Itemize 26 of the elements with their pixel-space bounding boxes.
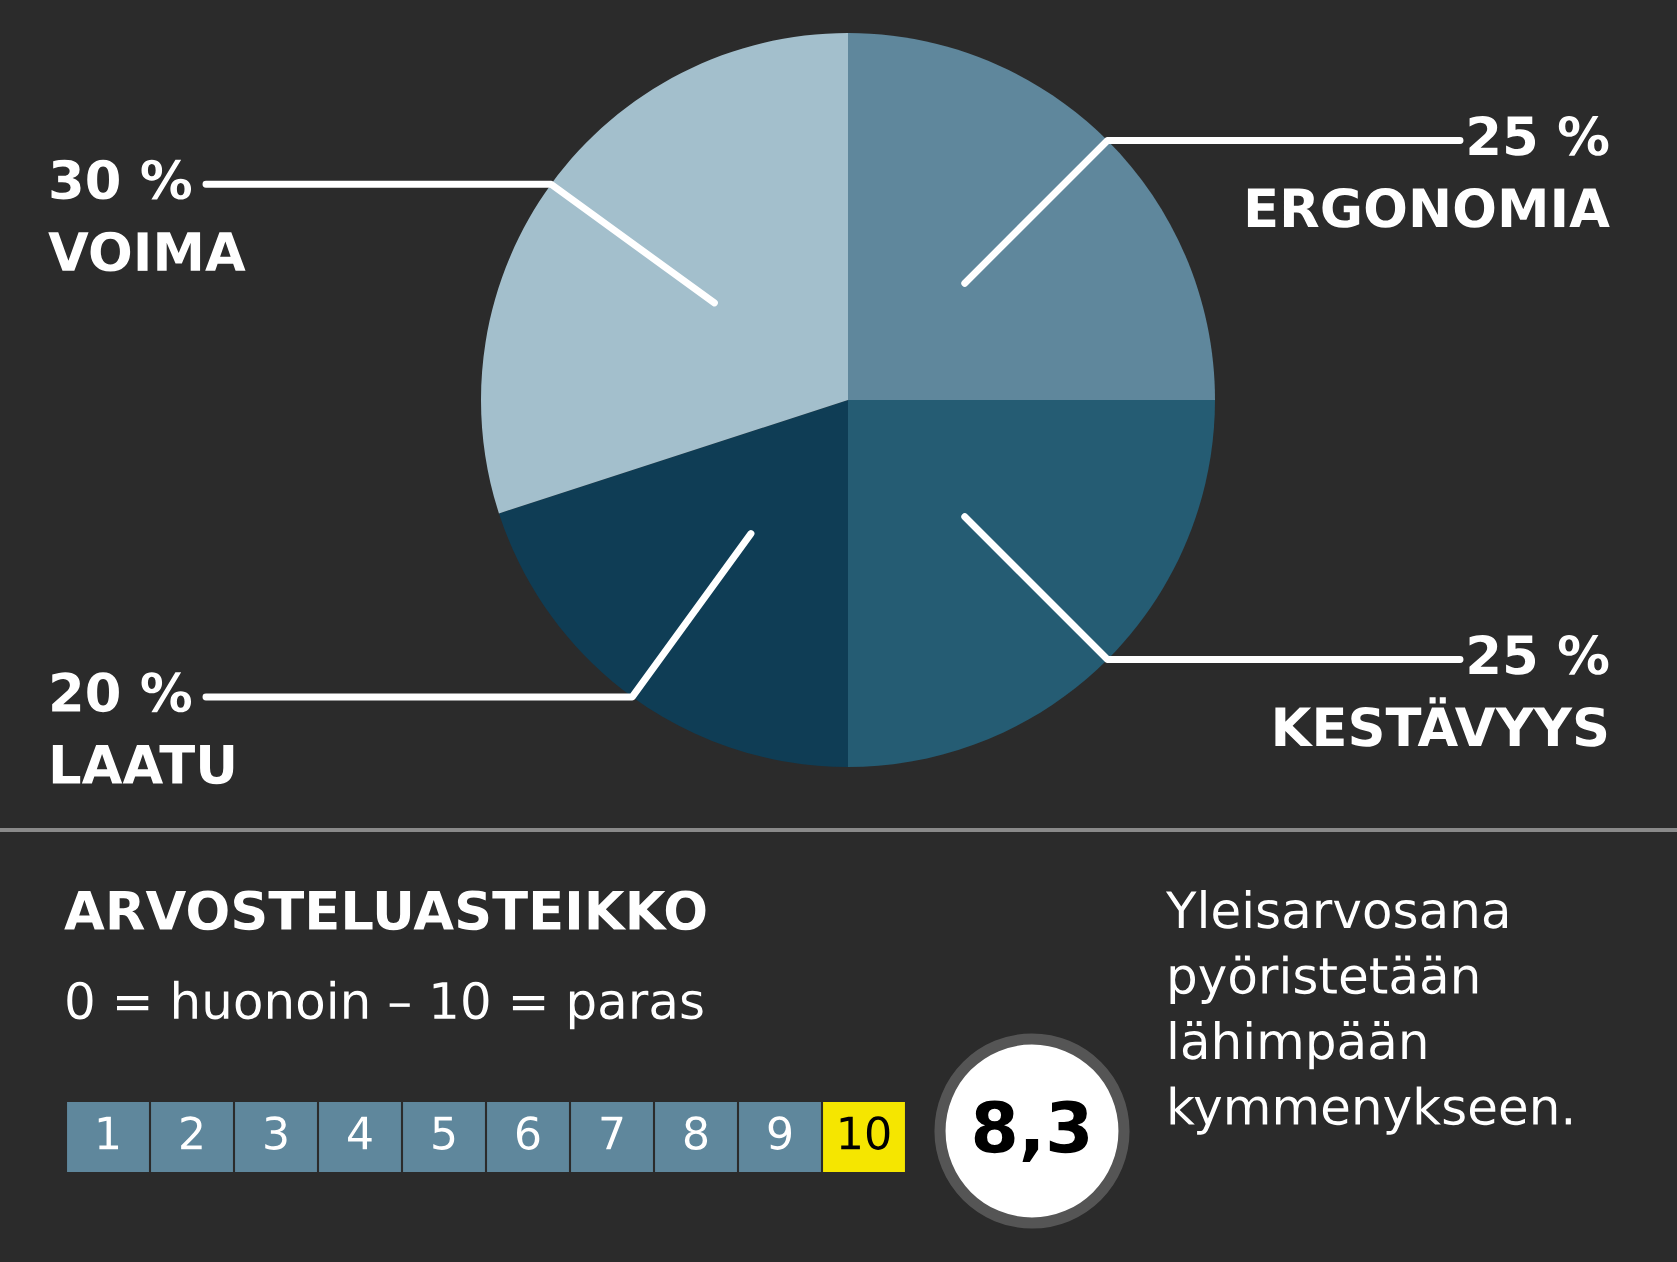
slice-label: KESTÄVYYS <box>1275 697 1607 747</box>
x-tick-label: 5 <box>433 1116 455 1150</box>
x-tick-label: 6 <box>516 1116 540 1150</box>
chart-title: ARVOSTELUASTEIKKO <box>64 890 706 931</box>
pie-slice <box>848 33 1215 400</box>
x-tick-label: 4 <box>348 1116 372 1150</box>
x-tick-label: 8 <box>684 1116 708 1150</box>
x-tick-label: 7 <box>601 1116 623 1150</box>
data-label: 30 % <box>51 159 192 200</box>
slice-label: VOIMA <box>48 231 246 272</box>
data-label: 25 % <box>1469 634 1609 675</box>
pie-slice <box>498 400 848 767</box>
chart-subtitle: 0 = huonoin – 10 = paras <box>67 980 703 1030</box>
x-tick-label: 2 <box>181 1116 202 1150</box>
x-tick-label: 9 <box>768 1116 792 1150</box>
x-tick-label: 1 <box>98 1116 119 1150</box>
text: 8,3 <box>974 1100 1088 1163</box>
pie-slice <box>848 400 1215 767</box>
slice-label: ERGONOMIA <box>1247 187 1610 228</box>
pie-slice <box>481 33 848 514</box>
text: Yleisarvosana pyöristetään lähimpään kymmenykseen. <box>1165 890 1571 1135</box>
slice-label: LAATU <box>52 744 234 785</box>
x-tick-label: 10 <box>840 1116 890 1150</box>
data-label: 20 % <box>52 672 192 713</box>
data-label: 25 % <box>1469 115 1609 156</box>
x-tick-label: 3 <box>265 1116 287 1150</box>
